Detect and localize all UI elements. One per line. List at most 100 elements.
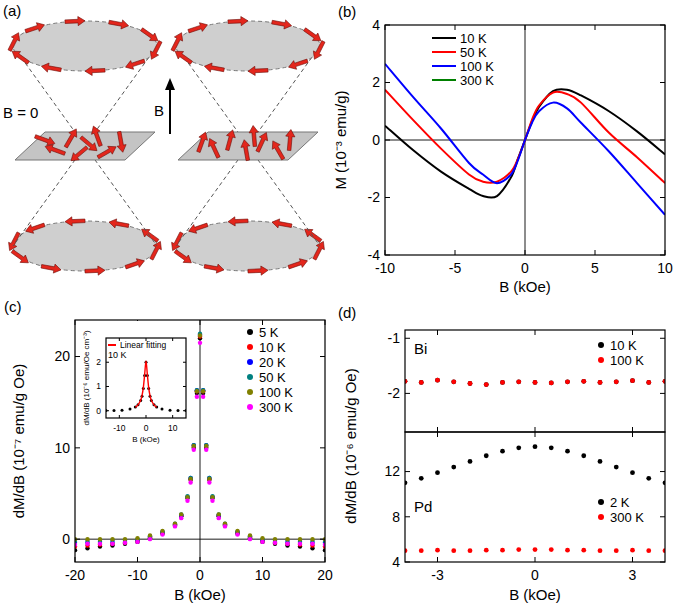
data-point <box>484 548 489 553</box>
data-point <box>123 541 127 545</box>
y-tick <box>660 393 665 394</box>
data-point <box>285 542 289 546</box>
y-tick <box>106 386 109 387</box>
x-tick <box>437 432 438 437</box>
x-tick <box>535 557 536 562</box>
data-group <box>385 64 665 215</box>
data-point <box>533 380 538 385</box>
legend-label: 2 K <box>610 495 630 510</box>
y-tick <box>660 25 665 26</box>
spin-arrow <box>45 145 65 156</box>
field-arrow <box>169 88 171 134</box>
spin-arrow <box>272 141 285 160</box>
chart-panel: -2-1dM/dB (10⁻⁶ emu/g Oe)(d)Bi10 K100 K <box>338 304 667 524</box>
y-tick-label: 4 <box>392 554 400 570</box>
x-tick <box>75 557 76 562</box>
surface-plane <box>15 132 155 160</box>
series-line <box>385 90 665 183</box>
data-point <box>135 540 139 544</box>
chart-panel: -10010012B (kOe)dM/dB (10⁻⁶ emu/Oe cm⁻³)… <box>80 321 190 446</box>
legend: Linear fitting <box>108 340 167 350</box>
data-point <box>207 476 211 480</box>
data-point <box>484 453 489 458</box>
data-point <box>210 494 214 498</box>
data-point <box>565 379 570 384</box>
spin-arrow <box>226 130 236 151</box>
x-axis-title: B (kOe) <box>132 435 160 444</box>
data-point <box>630 378 635 383</box>
data-point <box>533 380 538 385</box>
spin-arrow <box>71 146 88 161</box>
legend-label: 50 K <box>259 370 286 385</box>
y-tick <box>660 140 665 141</box>
x-tick <box>632 432 633 437</box>
y-tick <box>405 516 410 517</box>
x-tick <box>262 557 263 562</box>
x-tick <box>455 250 456 255</box>
x-tick-label: 0 <box>531 567 539 583</box>
y-tick <box>75 447 80 448</box>
data-point <box>185 499 189 503</box>
spin-arrow <box>204 264 224 273</box>
data-point <box>195 389 199 393</box>
data-point <box>419 476 424 481</box>
spin-arrow <box>25 23 45 33</box>
y-tick <box>385 82 390 83</box>
data-point <box>484 382 489 387</box>
spin-arrow <box>248 266 268 275</box>
data-point <box>310 542 314 546</box>
annotation: Bi <box>414 340 427 357</box>
data-point <box>161 408 164 411</box>
spin-arrow <box>85 66 105 75</box>
inset-background <box>80 321 190 446</box>
plot-frame <box>385 25 665 255</box>
y-tick <box>405 562 410 563</box>
data-point <box>148 537 152 541</box>
plot-frame <box>75 320 325 562</box>
data-point <box>248 537 252 541</box>
spin-arrow <box>8 33 20 52</box>
spin-arrow <box>65 217 85 226</box>
annotation: Pd <box>414 498 432 515</box>
chart-panel: -20-100102001020B (kOe)dM/dB (10⁻⁷ emu/g… <box>4 298 333 603</box>
data-point <box>549 547 554 552</box>
x-tick <box>595 250 596 255</box>
data-point <box>298 542 302 546</box>
data-point <box>195 388 199 392</box>
y-axis-title: dM/dB (10⁻⁷ emu/g Oe) <box>10 364 27 519</box>
data-point <box>98 537 102 541</box>
y-tick <box>385 140 390 141</box>
data-point <box>135 540 139 544</box>
x-tick-label: 10 <box>255 567 271 583</box>
y-tick-label: 1 <box>96 381 101 391</box>
data-point <box>192 443 196 447</box>
y-tick <box>320 539 325 540</box>
data-point <box>285 537 289 541</box>
x-tick <box>172 338 173 341</box>
data-point <box>207 480 211 484</box>
x-tick <box>437 427 438 432</box>
legend-label: 10 K <box>460 31 487 46</box>
x-tick <box>200 557 201 562</box>
data-point <box>188 476 192 480</box>
data-point <box>298 537 302 541</box>
data-point <box>129 408 132 411</box>
y-tick <box>405 393 410 394</box>
data-point <box>630 470 635 475</box>
spin-arrow <box>11 250 28 263</box>
y-tick <box>385 255 390 256</box>
data-point <box>217 516 221 520</box>
x-tick <box>137 557 138 562</box>
data-point <box>549 381 554 386</box>
y-tick-label: 10 <box>54 440 70 456</box>
data-point <box>173 524 177 528</box>
chart-panel: -10-50510-4-2024B (kOe)M (10⁻³ emu/g)(b)… <box>332 3 673 295</box>
data-point <box>435 470 440 475</box>
x-tick-label: -5 <box>449 260 462 276</box>
x-tick <box>325 320 326 325</box>
data-point <box>195 395 199 399</box>
spin-arrow <box>12 51 29 64</box>
x-tick <box>200 320 201 325</box>
data-point <box>110 542 114 546</box>
y-axis-title: M (10⁻³ emu/g) <box>332 90 349 189</box>
